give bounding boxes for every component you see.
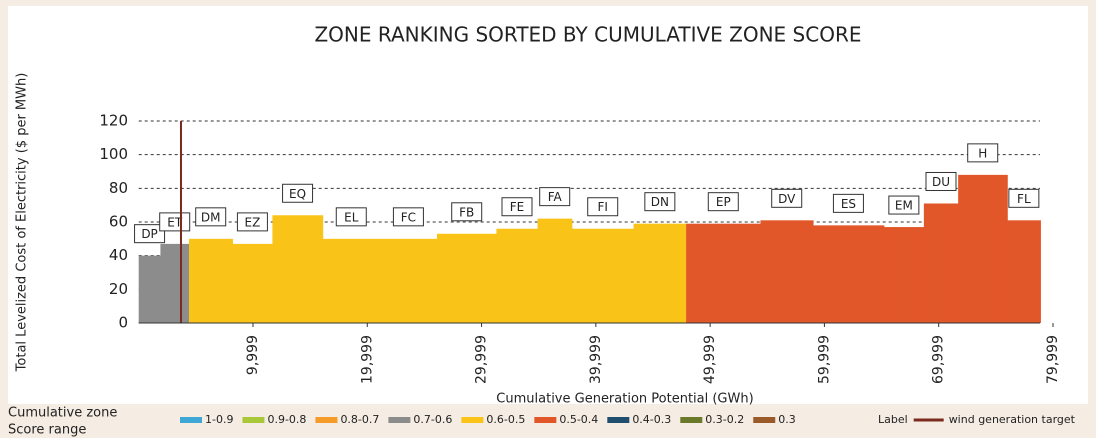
zone-label: EL	[344, 210, 359, 224]
zone-label-box	[888, 195, 920, 215]
y-tick-label: 60	[109, 213, 128, 231]
zone-label: EQ	[289, 187, 306, 201]
zone-label: DU	[932, 175, 950, 189]
legend-label: 0.3-0.2	[705, 413, 744, 426]
zone-label: DP	[141, 227, 157, 241]
x-tick-label: 9,999	[245, 335, 261, 375]
zone-label-box	[832, 193, 864, 213]
legend-label: 0.9-0.8	[267, 413, 306, 426]
zone-bar	[138, 255, 161, 323]
zone-bar	[633, 223, 687, 323]
zone-label: EP	[716, 195, 731, 209]
zone-label: FB	[459, 205, 474, 219]
zone-label: H	[978, 146, 987, 160]
legend-swatch	[534, 417, 557, 423]
zone-label: EM	[895, 199, 913, 213]
zone-bar	[883, 227, 925, 323]
x-tick-label: 59,999	[816, 335, 832, 384]
x-tick-label: 79,999	[1045, 335, 1061, 384]
zone-bar	[379, 238, 438, 323]
legend-label: 0.7-0.6	[413, 413, 452, 426]
zone-label: FL	[1017, 192, 1031, 206]
zone-label-box	[451, 202, 483, 222]
y-tick-label: 80	[109, 179, 128, 197]
zone-label-box	[967, 143, 999, 163]
zone-bar	[571, 228, 635, 323]
zone-label-box	[501, 197, 533, 217]
legend-label: 0.3	[778, 413, 796, 426]
legend-label: wind generation target	[949, 413, 1076, 426]
x-axis-title: Cumulative Generation Potential (GWh)	[496, 392, 753, 407]
zone-label: FI	[597, 200, 607, 214]
zone-label: FA	[548, 190, 563, 204]
legend-label: 0.4-0.3	[632, 413, 671, 426]
y-tick-label: 100	[99, 145, 128, 163]
chart-title: ZONE RANKING SORTED BY CUMULATIVE ZONE S…	[314, 23, 861, 47]
zone-label-box	[134, 224, 166, 244]
legend-swatch	[607, 417, 630, 423]
zone-bar	[958, 174, 1008, 323]
zone-label-box	[392, 207, 424, 227]
zone-bar	[760, 220, 814, 323]
legend-label: 0.8-0.7	[340, 413, 379, 426]
zone-label: FE	[510, 200, 524, 214]
zone-label: DV	[778, 192, 796, 206]
legend-title: Cumulative zone	[8, 406, 117, 421]
zone-label-box	[282, 183, 314, 203]
zone-label-box	[644, 192, 676, 212]
zone-label: DN	[651, 195, 669, 209]
x-tick-label: 19,999	[359, 335, 375, 384]
y-tick-label: 20	[109, 280, 128, 298]
zone-bar	[232, 243, 273, 323]
y-axis-title: Total Levelized Cost of Electricity ($ p…	[15, 73, 30, 373]
zone-bar	[496, 228, 539, 323]
zone-bar	[188, 238, 233, 323]
zone-label-box	[587, 197, 619, 217]
legend-swatch	[180, 417, 202, 423]
zone-label-box	[335, 207, 367, 227]
zone-bar	[537, 218, 573, 323]
zone-bar	[160, 243, 190, 323]
legend-swatch	[388, 417, 411, 423]
x-tick-label: 39,999	[588, 335, 604, 384]
zone-label-box	[1008, 188, 1040, 208]
zone-bar	[436, 233, 497, 323]
legend-label: Label	[878, 413, 908, 426]
zone-label-box	[925, 171, 957, 191]
legend-swatch	[461, 417, 484, 423]
legend-swatch	[753, 417, 776, 423]
legend-swatch	[315, 417, 338, 423]
legend-swatch	[680, 417, 703, 423]
y-tick-label: 120	[99, 112, 128, 130]
legend-swatch	[242, 417, 265, 423]
zone-label-box	[771, 188, 803, 208]
zone-bar	[923, 203, 959, 323]
zone-label-box	[539, 187, 571, 207]
zone-label-box	[707, 192, 739, 212]
zone-label-box	[236, 212, 268, 232]
x-tick-label: 49,999	[702, 335, 718, 384]
y-tick-label: 40	[109, 246, 128, 264]
zone-label: FC	[401, 210, 416, 224]
zone-label-box	[195, 207, 227, 227]
y-tick-label: 0	[118, 314, 128, 332]
zone-label: DM	[201, 210, 221, 224]
x-tick-label: 29,999	[474, 335, 490, 384]
legend-label: 1-0.9	[205, 413, 233, 426]
zone-bar	[686, 223, 761, 323]
zone-bar	[322, 238, 381, 323]
legend-label: 0.6-0.5	[486, 413, 525, 426]
zone-label: ET	[167, 215, 183, 229]
legend-label: 0.5-0.4	[559, 413, 598, 426]
x-tick-label: 69,999	[931, 335, 947, 384]
zone-bar	[812, 225, 885, 323]
zone-bar	[272, 215, 324, 323]
legend-title: Score range	[8, 423, 86, 438]
zone-label-box	[159, 212, 191, 232]
zone-label: ES	[841, 197, 856, 211]
zone-label: EZ	[245, 215, 261, 229]
zone-bar	[1007, 220, 1041, 323]
